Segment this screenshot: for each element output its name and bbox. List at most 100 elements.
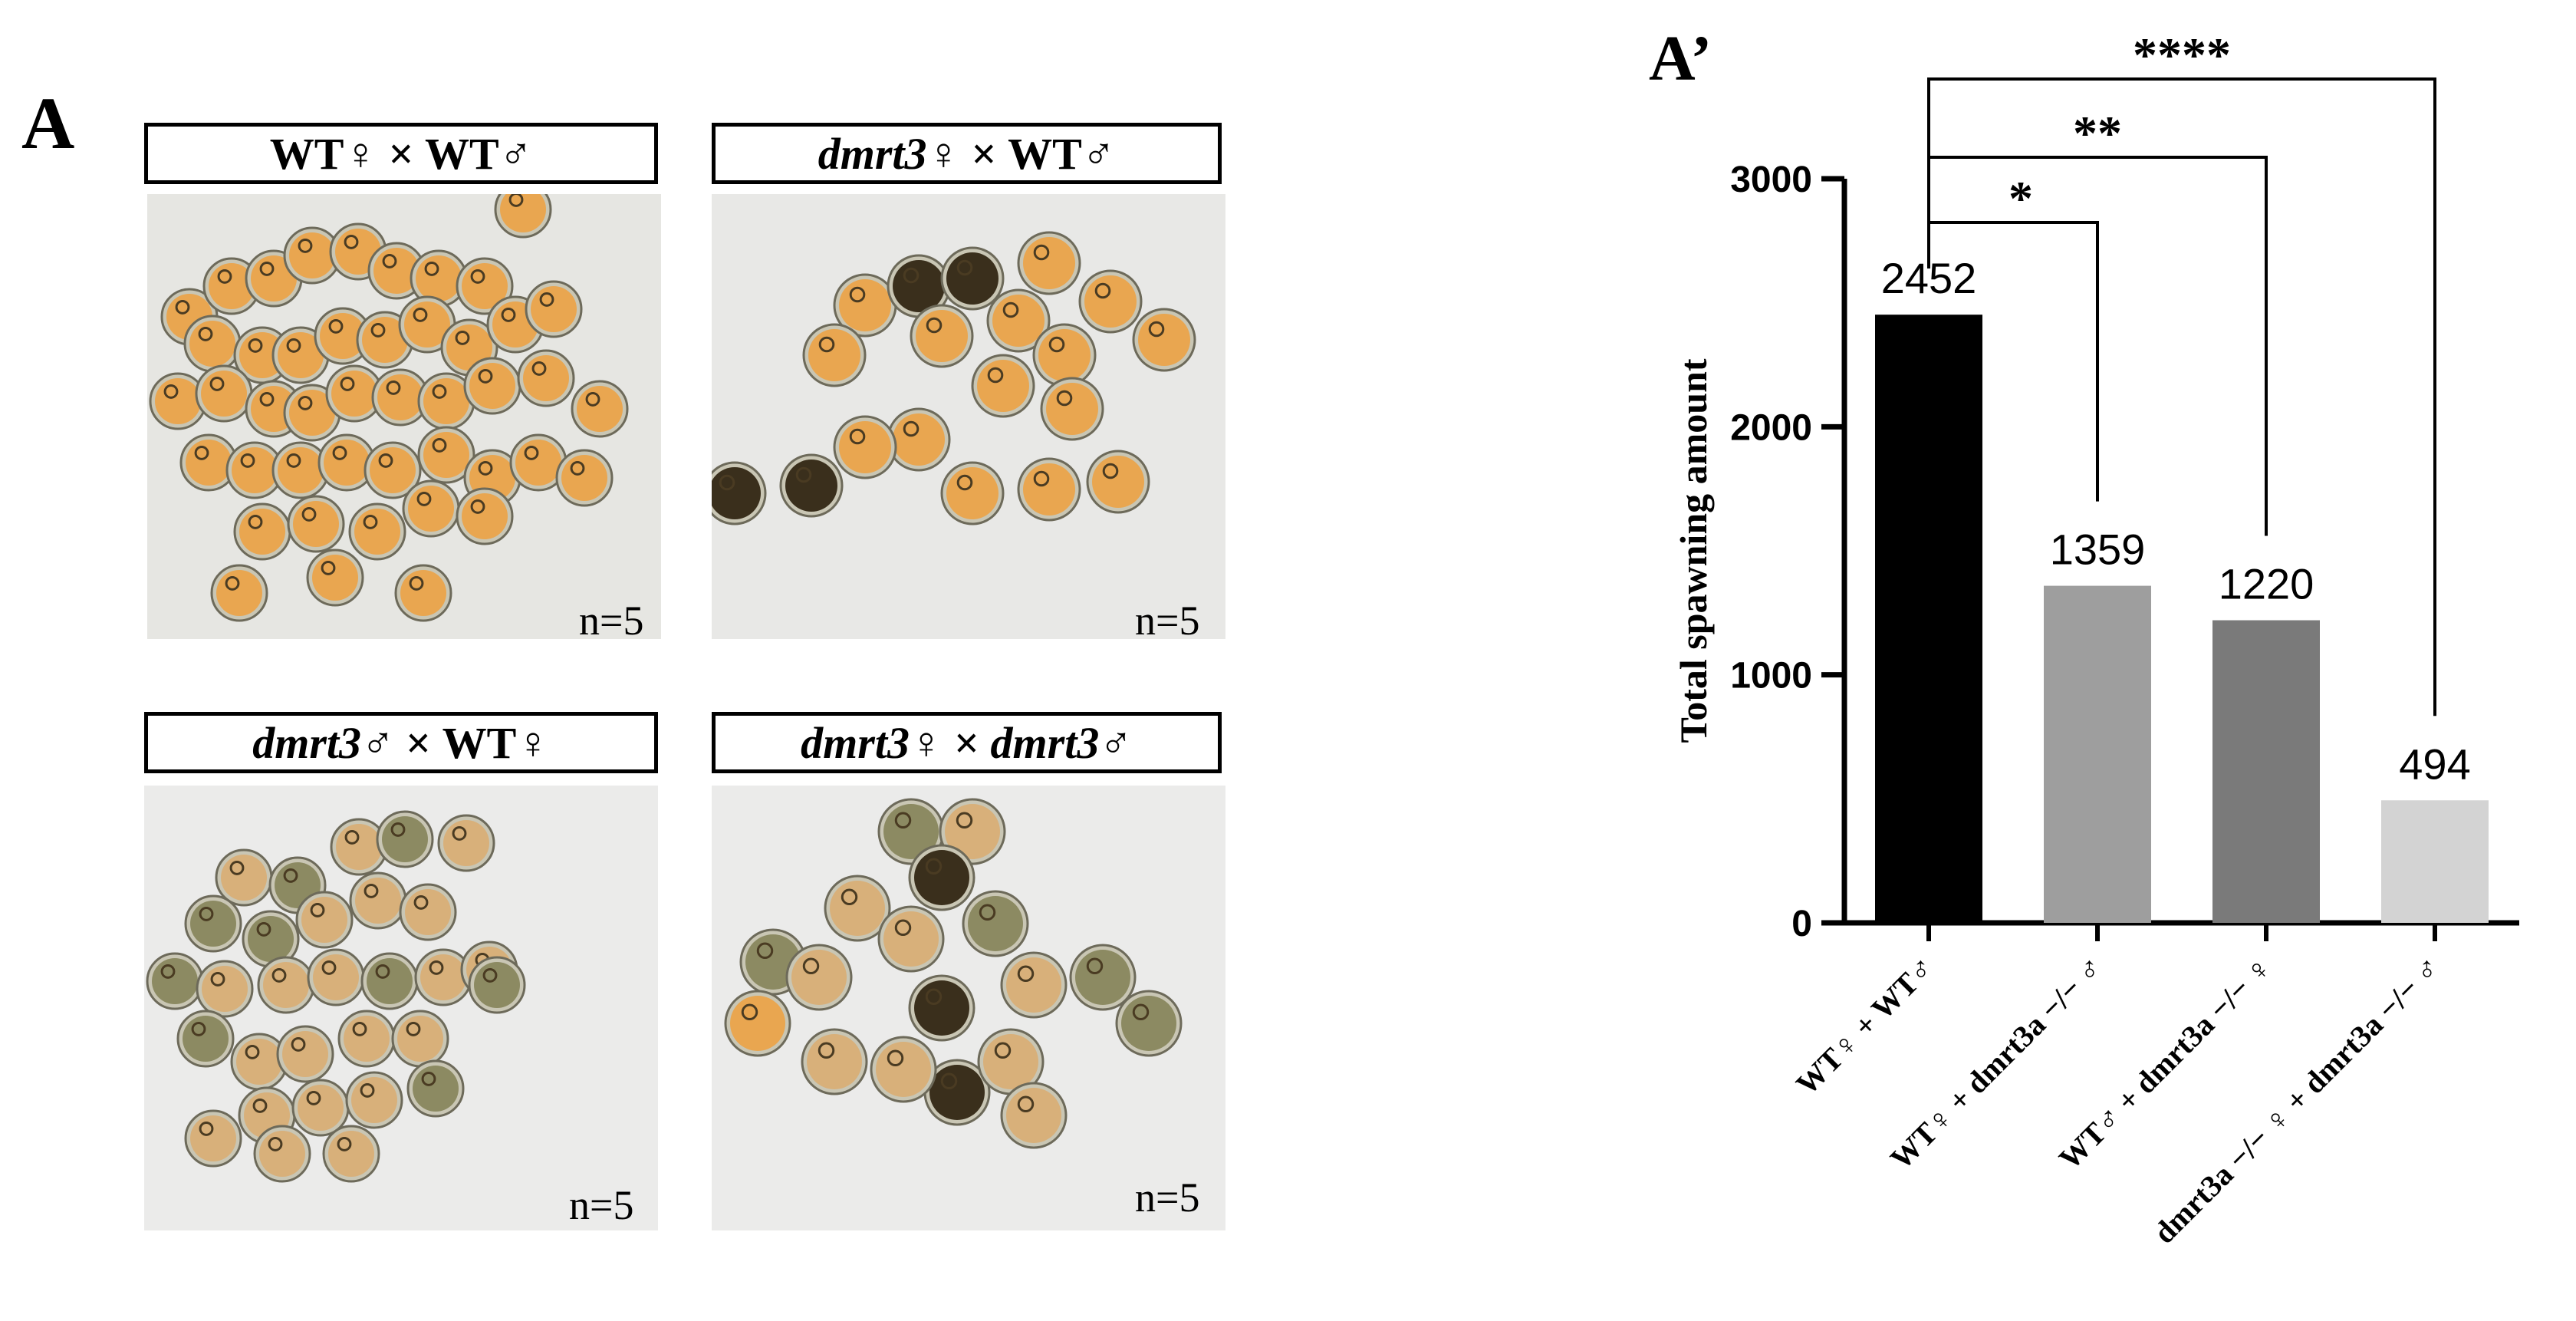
egg bbox=[910, 304, 974, 368]
egg bbox=[1086, 450, 1150, 514]
egg bbox=[345, 1071, 403, 1129]
egg bbox=[325, 364, 383, 423]
egg bbox=[225, 441, 284, 499]
egg bbox=[887, 407, 951, 472]
egg bbox=[986, 288, 1051, 353]
egg bbox=[877, 905, 945, 973]
egg bbox=[314, 307, 372, 365]
egg bbox=[468, 956, 526, 1014]
label-dmrt3f-x-wt: dmrt3♀ × WT♂ bbox=[712, 123, 1222, 184]
egg bbox=[183, 315, 242, 373]
egg bbox=[179, 433, 238, 492]
egg bbox=[307, 948, 365, 1006]
egg bbox=[801, 1028, 868, 1095]
egg bbox=[712, 461, 767, 525]
egg bbox=[196, 960, 254, 1018]
egg bbox=[1000, 951, 1068, 1019]
label-part2: WT♂ bbox=[1008, 128, 1116, 179]
egg bbox=[349, 871, 407, 930]
label-part1: dmrt3♀ bbox=[818, 128, 961, 179]
bar bbox=[1875, 315, 1982, 924]
egg bbox=[908, 844, 975, 911]
y-tick-label: 1000 bbox=[1730, 656, 1812, 697]
n-label: n=5 bbox=[1135, 1174, 1200, 1221]
egg bbox=[210, 564, 268, 622]
egg bbox=[555, 449, 614, 507]
egg bbox=[330, 818, 388, 876]
egg bbox=[779, 453, 844, 518]
bar-value-label: 1220 bbox=[2219, 560, 2314, 608]
egg bbox=[1017, 457, 1081, 522]
egg bbox=[724, 990, 791, 1057]
egg bbox=[337, 1010, 396, 1068]
egg bbox=[414, 948, 472, 1006]
egg bbox=[1017, 231, 1081, 295]
egg bbox=[149, 372, 207, 430]
egg bbox=[402, 479, 460, 538]
egg bbox=[923, 1059, 991, 1126]
chart-bars bbox=[1875, 315, 2489, 924]
egg bbox=[184, 1109, 242, 1168]
egg bbox=[360, 952, 419, 1010]
egg bbox=[295, 891, 354, 949]
significance-label: ** bbox=[2073, 106, 2122, 160]
significance-bracket bbox=[1927, 221, 2099, 502]
egg bbox=[322, 1125, 380, 1183]
label-part1: dmrt3♂ bbox=[252, 717, 395, 768]
egg bbox=[802, 323, 867, 387]
label-sep: × bbox=[394, 717, 442, 768]
n-label: n=5 bbox=[569, 1182, 634, 1228]
photo-dmrt3-x-dmrt3 bbox=[712, 786, 1225, 1230]
bar-value-label: 1359 bbox=[2050, 525, 2146, 574]
egg bbox=[184, 894, 242, 953]
egg-cluster bbox=[149, 194, 629, 622]
egg bbox=[1115, 990, 1183, 1057]
bar-value-label: 2452 bbox=[1881, 254, 1977, 302]
y-tick-label: 3000 bbox=[1730, 160, 1812, 200]
egg-cluster bbox=[712, 231, 1196, 525]
egg bbox=[146, 952, 204, 1010]
egg bbox=[376, 810, 434, 868]
egg bbox=[1132, 308, 1196, 372]
bar bbox=[2044, 585, 2151, 923]
egg bbox=[824, 875, 891, 942]
x-category-label: WT♀ + WT♂ bbox=[1789, 950, 1941, 1102]
significance-bracket bbox=[1927, 77, 2436, 717]
egg bbox=[870, 1036, 937, 1103]
label-dmrt3-x-dmrt3: dmrt3♀ × dmrt3♂ bbox=[712, 712, 1222, 773]
egg bbox=[283, 384, 341, 442]
panel-a-letter: A bbox=[21, 82, 75, 164]
photo-dmrt3m-x-wt bbox=[144, 786, 658, 1230]
egg bbox=[202, 257, 261, 315]
significance-bracket bbox=[1927, 156, 2268, 536]
photo-dmrt3f-x-wt bbox=[712, 194, 1225, 639]
egg bbox=[364, 441, 422, 499]
significance-brackets bbox=[1927, 77, 2436, 717]
bar-value-label: 494 bbox=[2399, 740, 2470, 788]
n-label: n=5 bbox=[1135, 598, 1200, 644]
label-part2: WT♀ bbox=[442, 717, 550, 768]
y-tick-label: 2000 bbox=[1730, 407, 1812, 448]
egg-cluster bbox=[724, 798, 1183, 1149]
egg bbox=[785, 944, 853, 1011]
egg bbox=[494, 194, 552, 239]
egg bbox=[176, 1010, 235, 1068]
egg bbox=[437, 814, 495, 872]
egg bbox=[456, 257, 514, 315]
y-axis-label: Total spawning amount bbox=[1672, 358, 1715, 743]
label-part2: WT♂ bbox=[425, 128, 533, 179]
egg bbox=[977, 1028, 1045, 1095]
egg bbox=[833, 273, 897, 338]
label-sep: × bbox=[960, 128, 1008, 179]
egg-cluster bbox=[146, 810, 526, 1183]
egg bbox=[391, 1010, 449, 1068]
egg bbox=[367, 242, 426, 300]
panel-a-prime-letter: A’ bbox=[1649, 23, 1712, 94]
x-category-label: dmrt3a −/− ♀ + dmrt3a −/− ♂ bbox=[2147, 950, 2447, 1250]
egg bbox=[399, 883, 457, 941]
egg bbox=[456, 487, 514, 545]
egg bbox=[517, 349, 575, 407]
egg bbox=[1040, 377, 1104, 441]
egg bbox=[1069, 944, 1137, 1011]
